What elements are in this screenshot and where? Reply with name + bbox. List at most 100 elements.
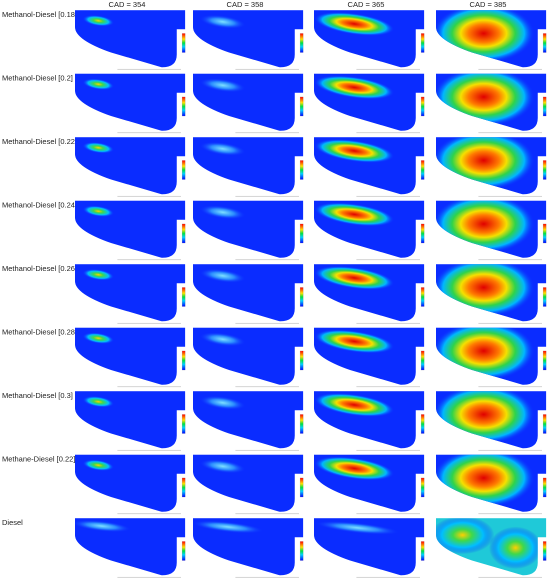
caption-line	[235, 513, 299, 515]
contour-field	[314, 264, 425, 322]
colorbar	[299, 33, 304, 53]
contour-panel	[314, 327, 425, 388]
contour-field	[193, 327, 304, 385]
column-header: CAD = 385	[470, 0, 507, 9]
contour-field	[75, 454, 186, 512]
contour-field	[436, 200, 547, 258]
colorbar	[299, 414, 304, 434]
plume	[199, 332, 246, 347]
contour-field	[436, 10, 547, 68]
colorbar	[420, 477, 425, 498]
caption-line	[478, 322, 542, 324]
colorbar	[181, 33, 186, 53]
plume	[436, 137, 535, 191]
contour-field	[75, 327, 186, 385]
column-header: CAD = 358	[227, 0, 264, 9]
colorbar	[420, 541, 425, 561]
plume	[314, 202, 395, 227]
caption-line	[478, 513, 542, 515]
contour-panel	[314, 264, 425, 324]
plume	[436, 454, 535, 508]
contour-field	[436, 454, 547, 512]
plume	[314, 75, 395, 100]
contour-panel	[75, 200, 186, 261]
contour-field	[193, 391, 304, 449]
colorbar	[420, 160, 425, 180]
contour-panel	[193, 137, 304, 197]
row-label: Methanol-Diesel [0.22]	[2, 137, 77, 146]
caption-line	[235, 132, 299, 134]
caption-line	[117, 322, 181, 324]
plume	[314, 329, 395, 354]
caption-line	[235, 68, 299, 70]
plume	[199, 395, 246, 410]
contour-field	[193, 264, 304, 322]
colorbar	[181, 414, 186, 434]
contour-panel	[75, 264, 186, 324]
contour-field	[314, 200, 425, 258]
contour-panel	[436, 10, 547, 70]
plume	[199, 205, 246, 220]
column-header: CAD = 365	[348, 0, 385, 9]
contour-field	[193, 10, 304, 68]
row-label: Methanol-Diesel [0.2]	[2, 73, 73, 82]
caption-line	[235, 322, 299, 324]
contour-field	[314, 454, 425, 512]
caption-line	[478, 576, 542, 578]
contour-panel	[314, 137, 425, 197]
plume	[75, 519, 132, 533]
colorbar	[181, 160, 186, 180]
colorbar	[542, 96, 547, 117]
column-header: CAD = 354	[109, 0, 146, 9]
contour-panel	[193, 327, 304, 388]
caption-line	[117, 259, 181, 261]
colorbar	[299, 223, 304, 244]
colorbar	[420, 96, 425, 117]
colorbar	[420, 287, 425, 307]
colorbar	[299, 350, 304, 371]
contour-field	[436, 137, 547, 195]
contour-field	[193, 518, 304, 576]
contour-panel	[436, 518, 547, 578]
caption-line	[356, 195, 420, 197]
contour-panel	[314, 518, 425, 578]
contour-field	[436, 264, 547, 322]
caption-line	[478, 386, 542, 388]
colorbar	[181, 541, 186, 561]
colorbar	[181, 223, 186, 244]
caption-line	[117, 195, 181, 197]
plume	[199, 459, 246, 474]
caption-line	[478, 132, 542, 134]
contour-field	[75, 200, 186, 258]
plume	[193, 520, 264, 534]
contour-field	[314, 137, 425, 195]
contour-field	[314, 327, 425, 385]
caption-line	[117, 576, 181, 578]
contour-panel	[314, 391, 425, 451]
contour-panel	[314, 200, 425, 261]
plume	[314, 393, 395, 417]
plume	[436, 264, 535, 318]
caption-line	[235, 386, 299, 388]
plume	[314, 456, 395, 481]
contour-field	[75, 391, 186, 449]
colorbar	[542, 541, 547, 561]
contour-field	[314, 73, 425, 131]
contour-panel	[193, 200, 304, 261]
contour-panel	[75, 327, 186, 388]
colorbar	[181, 350, 186, 371]
contour-field	[193, 73, 304, 131]
contour-panel	[193, 264, 304, 324]
caption-line	[478, 449, 542, 451]
colorbar	[299, 160, 304, 180]
contour-panel	[75, 391, 186, 451]
contour-panel	[193, 454, 304, 515]
colorbar	[420, 33, 425, 53]
contour-field	[193, 454, 304, 512]
colorbar	[542, 350, 547, 371]
colorbar	[542, 33, 547, 53]
caption-line	[235, 576, 299, 578]
plume	[315, 520, 400, 535]
contour-field	[75, 10, 186, 68]
plume	[314, 139, 395, 163]
